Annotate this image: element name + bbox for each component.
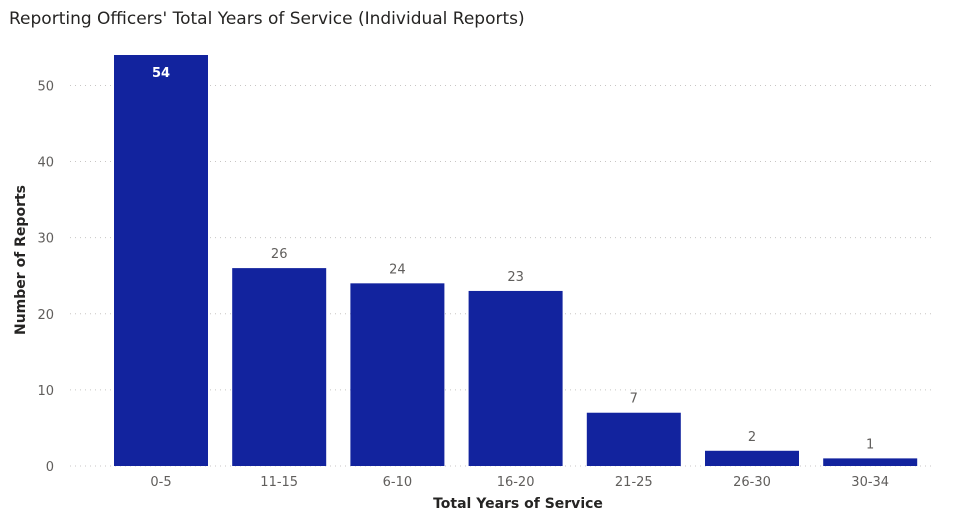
data-label: 1 [866,437,874,452]
bar-6-10[interactable] [350,283,445,466]
data-label: 23 [507,270,524,285]
x-tick-label: 0-5 [150,475,171,490]
y-tick-label: 50 [37,79,54,94]
x-tick-label: 11-15 [260,475,298,490]
y-tick-label: 0 [46,460,54,475]
y-tick-label: 10 [37,384,54,399]
bar-26-30[interactable] [705,450,799,466]
y-axis-title: Number of Reports [13,185,29,335]
data-label: 7 [630,392,638,407]
y-tick-label: 30 [37,232,54,247]
x-tick-label: 6-10 [383,475,413,490]
bar-21-25[interactable] [586,412,681,466]
data-labels: 54 26 24 23 7 2 1 [152,66,874,452]
bars [114,55,918,466]
data-label: 2 [748,430,756,445]
x-tick-label: 30-34 [851,475,889,490]
x-tick-label: 16-20 [497,475,535,490]
data-label: 24 [389,262,406,277]
bar-16-20[interactable] [468,290,563,466]
x-axis-ticks: 0-5 11-15 6-10 16-20 21-25 26-30 30-34 [150,475,889,490]
y-axis-ticks: 0 10 20 30 40 50 [37,79,54,475]
data-label: 54 [152,66,170,81]
bar-30-34[interactable] [823,458,918,466]
x-tick-label: 21-25 [615,475,653,490]
y-tick-label: 20 [37,308,54,323]
x-tick-label: 26-30 [733,475,771,490]
y-tick-label: 40 [37,156,54,171]
bar-11-15[interactable] [232,268,327,466]
chart-title: Reporting Officers' Total Years of Servi… [9,9,525,29]
bar-0-5[interactable] [114,55,208,466]
data-label: 26 [271,247,288,262]
x-axis-title: Total Years of Service [433,496,603,510]
